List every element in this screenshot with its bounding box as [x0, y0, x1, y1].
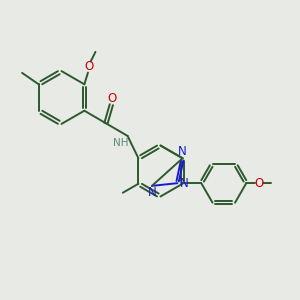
- Text: N: N: [179, 177, 188, 190]
- Text: O: O: [107, 92, 117, 105]
- Text: O: O: [254, 177, 263, 190]
- Text: NH: NH: [113, 138, 129, 148]
- Text: N: N: [178, 145, 187, 158]
- Text: N: N: [148, 186, 156, 199]
- Text: O: O: [85, 60, 94, 73]
